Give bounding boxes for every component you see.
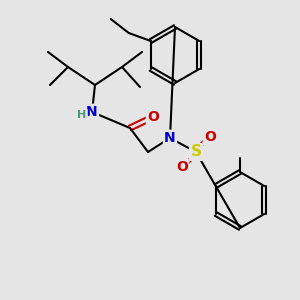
Text: H: H — [77, 110, 87, 120]
Text: O: O — [147, 110, 159, 124]
Text: O: O — [204, 130, 216, 144]
Text: N: N — [164, 131, 176, 145]
Text: S: S — [190, 145, 202, 160]
Text: O: O — [176, 160, 188, 174]
Text: N: N — [86, 105, 98, 119]
